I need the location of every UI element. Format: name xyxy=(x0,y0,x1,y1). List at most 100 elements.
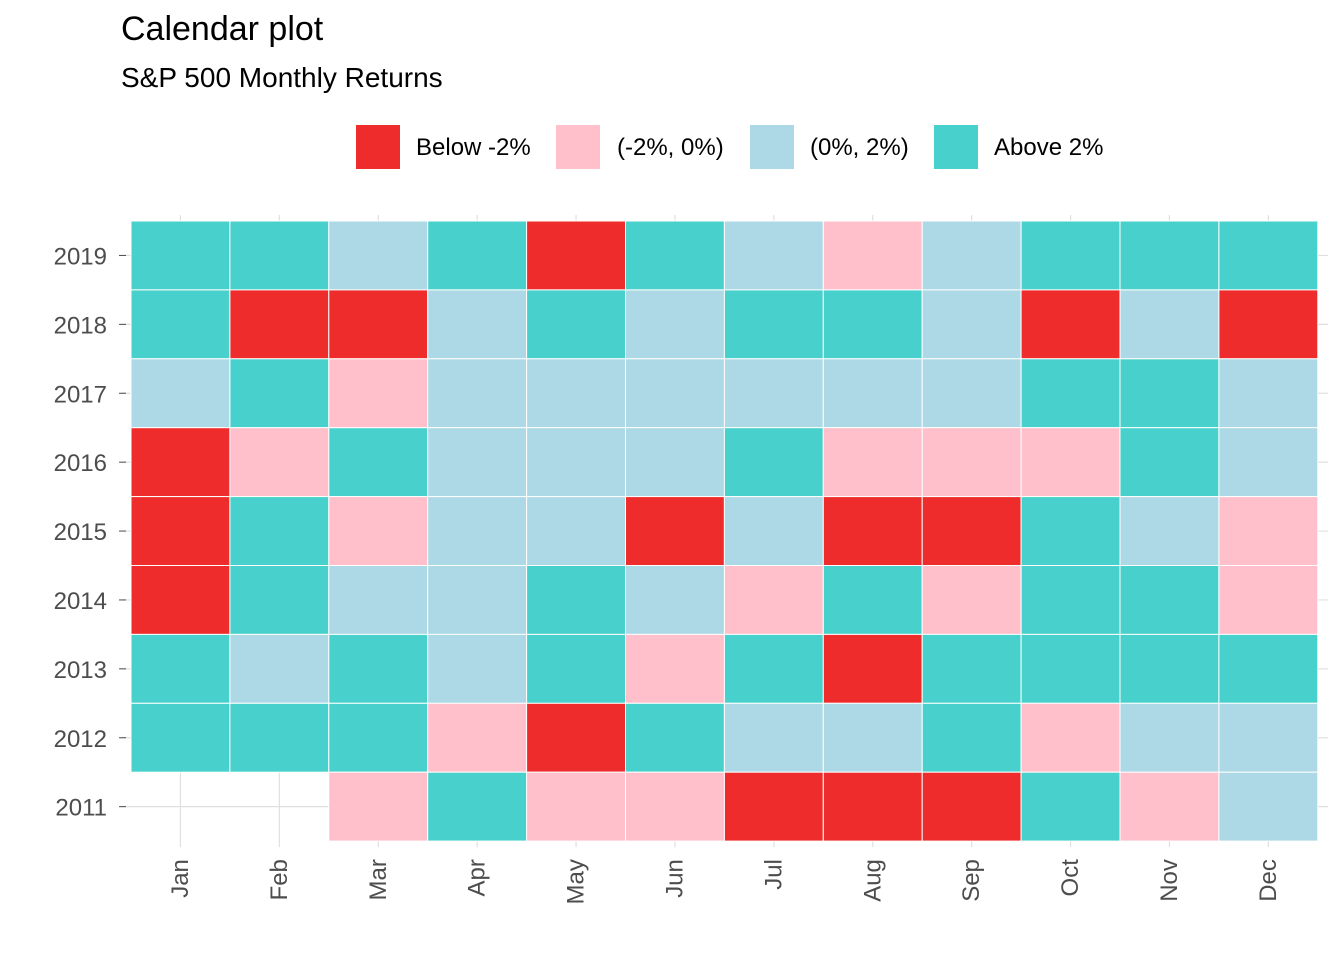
heatmap-cell: 2012 Sep: Above 2% xyxy=(921,702,1022,773)
heatmap-cell: 2017 Jan: (0%, 2%) xyxy=(130,358,231,429)
heatmap-cell: 2014 Feb: Above 2% xyxy=(229,565,330,635)
heatmap-cell: 2017 Nov: Above 2% xyxy=(1119,358,1220,429)
y-tick-label: 2011 xyxy=(55,795,107,822)
heatmap-cell: 2013 Dec: Above 2% xyxy=(1218,633,1319,704)
heatmap-cell: 2011 Sep: Below -2% xyxy=(921,771,1022,842)
x-tick-label: May xyxy=(563,859,590,904)
legend-key xyxy=(556,125,600,169)
heatmap-cell: 2011 Jul: Below -2% xyxy=(723,771,824,842)
heatmap-cell: 2016 Nov: Above 2% xyxy=(1119,427,1220,498)
heatmap-cell: 2019 Mar: (0%, 2%) xyxy=(328,220,429,291)
heatmap-cell: 2014 Mar: (0%, 2%) xyxy=(328,565,429,635)
heatmap-cell: 2019 Dec: Above 2% xyxy=(1218,220,1319,291)
x-tick-label: Dec xyxy=(1255,859,1282,902)
x-tick-label: Jul xyxy=(760,859,787,890)
heatmap-cell: 2011 Oct: Above 2% xyxy=(1020,771,1121,842)
heatmap-cell: 2014 Jul: (-2%, 0%) xyxy=(723,565,824,635)
heatmap-cell: 2012 Oct: (-2%, 0%) xyxy=(1020,702,1121,773)
heatmap-cell: 2011 Apr: Above 2% xyxy=(427,771,528,842)
heatmap-cell: 2014 Sep: (-2%, 0%) xyxy=(921,565,1022,635)
heatmap-cell: 2016 Feb: (-2%, 0%) xyxy=(229,427,330,498)
y-tick-label: 2015 xyxy=(54,519,107,546)
heatmap-cell: 2016 May: (0%, 2%) xyxy=(526,427,626,498)
heatmap-cell: 2018 May: Above 2% xyxy=(526,289,626,360)
heatmap-cell: 2012 Apr: (-2%, 0%) xyxy=(427,702,528,773)
heatmap-cell: 2015 Nov: (0%, 2%) xyxy=(1119,496,1220,567)
y-tick-label: 2016 xyxy=(54,450,107,477)
heatmap-cell: 2011 May: (-2%, 0%) xyxy=(526,771,626,842)
heatmap-cell: 2014 Jan: Below -2% xyxy=(130,565,231,635)
heatmap-cell: 2012 Jan: Above 2% xyxy=(130,702,231,773)
heatmap-cell: 2013 Oct: Above 2% xyxy=(1020,633,1121,704)
heatmap-cell: 2016 Aug: (-2%, 0%) xyxy=(822,427,923,498)
heatmap-cell: 2017 Aug: (0%, 2%) xyxy=(822,358,923,429)
heatmap-cell: 2015 Dec: (-2%, 0%) xyxy=(1218,496,1319,567)
heatmap-cell: 2019 May: Below -2% xyxy=(526,220,626,291)
heatmap-cell: 2012 Aug: (0%, 2%) xyxy=(822,702,923,773)
heatmap-cell: 2015 Sep: Below -2% xyxy=(921,496,1022,567)
heatmap-cell: 2017 Sep: (0%, 2%) xyxy=(921,358,1022,429)
heatmap-cell: 2015 Jul: (0%, 2%) xyxy=(723,496,824,567)
heatmap-cell: 2014 Oct: Above 2% xyxy=(1020,565,1121,635)
legend-key xyxy=(356,125,400,169)
heatmap-cell: 2013 Jan: Above 2% xyxy=(130,633,231,704)
heatmap-cell: 2015 Apr: (0%, 2%) xyxy=(427,496,528,567)
x-tick-label: Sep xyxy=(958,859,985,902)
heatmap-cell: 2013 Aug: Below -2% xyxy=(822,633,923,704)
heatmap-cell: 2019 Aug: (-2%, 0%) xyxy=(822,220,923,291)
heatmap-cells: 2019 Jan: Above 2%2019 Feb: Above 2%2019… xyxy=(130,220,1319,842)
heatmap-cell: 2016 Jan: Below -2% xyxy=(130,427,231,498)
axes: 2019 2018 2017 2016 2015 2014 2013 2012 2011 Jan F… xyxy=(54,243,1282,904)
heatmap-cell: 2014 May: Above 2% xyxy=(526,565,626,635)
heatmap-cell: 2017 Mar: (-2%, 0%) xyxy=(328,358,429,429)
heatmap-cell: 2016 Apr: (0%, 2%) xyxy=(427,427,528,498)
heatmap-cell: 2017 Oct: Above 2% xyxy=(1020,358,1121,429)
legend-key xyxy=(934,125,978,169)
heatmap-cell: 2015 Oct: Above 2% xyxy=(1020,496,1121,567)
heatmap-cell: 2019 Jun: Above 2% xyxy=(625,220,725,291)
legend-label: Below -2% xyxy=(416,134,531,161)
heatmap-cell: 2013 Sep: Above 2% xyxy=(921,633,1022,704)
chart-title: Calendar plot xyxy=(121,10,324,48)
heatmap-cell: 2015 Mar: (-2%, 0%) xyxy=(328,496,429,567)
heatmap-cell: 2015 Jan: Below -2% xyxy=(130,496,231,567)
heatmap-cell: 2012 Jul: (0%, 2%) xyxy=(723,702,824,773)
x-tick-label: Jun xyxy=(661,859,688,898)
y-tick-label: 2014 xyxy=(54,588,107,615)
heatmap-cell: 2011 Dec: (0%, 2%) xyxy=(1218,771,1319,842)
heatmap-cell: 2016 Dec: (0%, 2%) xyxy=(1218,427,1319,498)
heatmap-cell: 2014 Nov: Above 2% xyxy=(1119,565,1220,635)
heatmap-cell: 2019 Nov: Above 2% xyxy=(1119,220,1220,291)
legend-key xyxy=(750,125,794,169)
heatmap-cell: 2012 May: Below -2% xyxy=(526,702,626,773)
heatmap-cell: 2014 Dec: (-2%, 0%) xyxy=(1218,565,1319,635)
heatmap-cell: 2014 Apr: (0%, 2%) xyxy=(427,565,528,635)
x-tick-label: Mar xyxy=(365,859,392,900)
heatmap-cell: 2018 Jul: Above 2% xyxy=(723,289,824,360)
heatmap-cell: 2019 Feb: Above 2% xyxy=(229,220,330,291)
x-tick-label: Apr xyxy=(464,859,491,896)
x-tick-label: Aug xyxy=(859,859,886,902)
heatmap-cell: 2019 Jan: Above 2% xyxy=(130,220,231,291)
heatmap-cell: 2012 Dec: (0%, 2%) xyxy=(1218,702,1319,773)
heatmap-cell: 2011 Nov: (-2%, 0%) xyxy=(1119,771,1220,842)
heatmap-cell: 2017 Jun: (0%, 2%) xyxy=(625,358,725,429)
heatmap-cell: 2018 Jan: Above 2% xyxy=(130,289,231,360)
heatmap-cell: 2018 Jun: (0%, 2%) xyxy=(625,289,725,360)
heatmap-cell: 2019 Sep: (0%, 2%) xyxy=(921,220,1022,291)
heatmap-cell: 2012 Nov: (0%, 2%) xyxy=(1119,702,1220,773)
heatmap-cell: 2011 Mar: (-2%, 0%) xyxy=(328,771,429,842)
legend-label: (0%, 2%) xyxy=(810,134,909,161)
x-tick-label: Oct xyxy=(1057,859,1084,897)
heatmap-cell: 2018 Sep: (0%, 2%) xyxy=(921,289,1022,360)
heatmap-cell: 2013 May: Above 2% xyxy=(526,633,626,704)
heatmap-cell: 2016 Jul: Above 2% xyxy=(723,427,824,498)
heatmap-cell: 2015 May: (0%, 2%) xyxy=(526,496,626,567)
heatmap-cell: 2019 Apr: Above 2% xyxy=(427,220,528,291)
heatmap-cell: 2017 Jul: (0%, 2%) xyxy=(723,358,824,429)
legend-label: Above 2% xyxy=(994,134,1104,161)
heatmap-cell: 2016 Sep: (-2%, 0%) xyxy=(921,427,1022,498)
heatmap-cell: 2016 Jun: (0%, 2%) xyxy=(625,427,725,498)
heatmap-cell: 2014 Aug: Above 2% xyxy=(822,565,923,635)
